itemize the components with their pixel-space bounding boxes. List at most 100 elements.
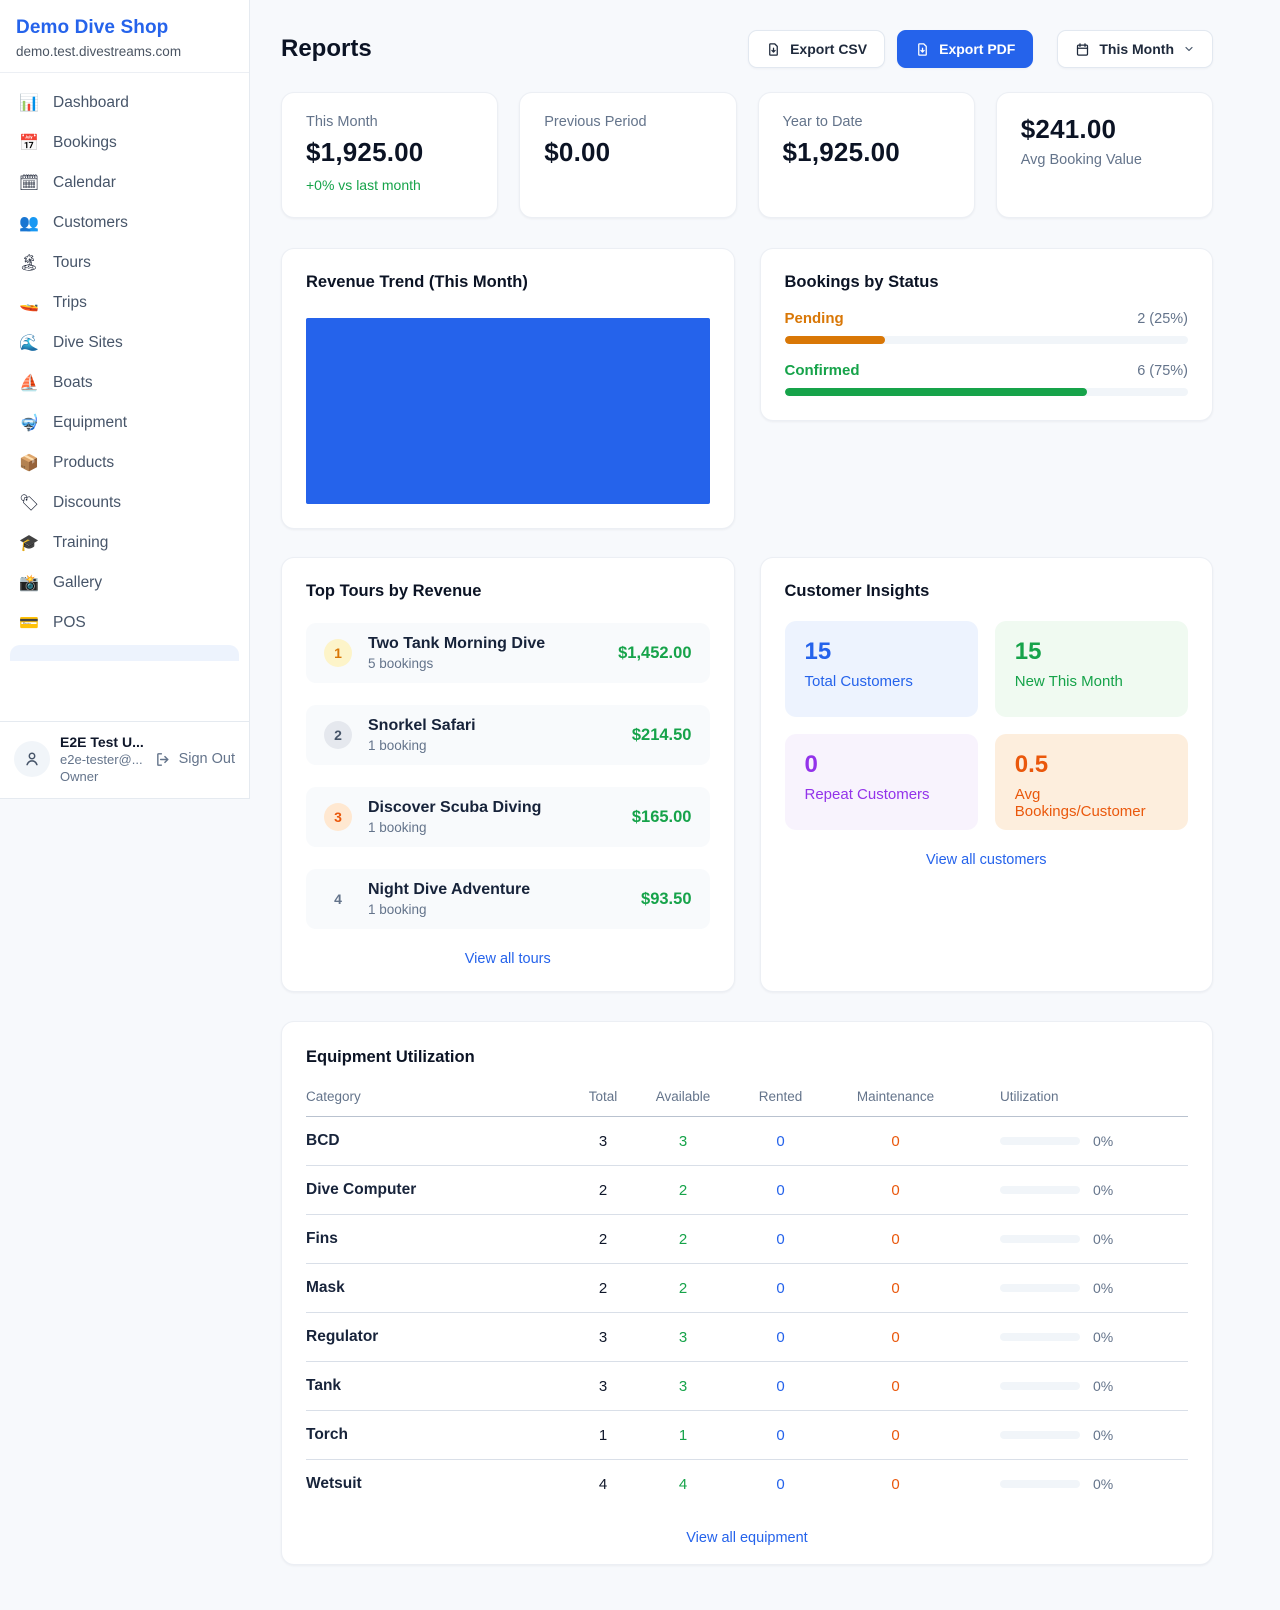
bookings-by-status-card: Bookings by Status Pending 2 (25%) Confi… (759, 248, 1213, 421)
table-row: Dive Computer 2 2 0 0 0% (306, 1166, 1188, 1215)
sidebar-item-calendar[interactable]: 🗓 Calendar (18, 174, 116, 192)
revenue-trend-bar (306, 318, 710, 504)
equipment-utilization-title: Equipment Utilization (306, 1048, 475, 1066)
chevron-down-icon (1185, 46, 1193, 52)
table-row: Wetsuit 4 4 0 0 0% (306, 1475, 1114, 1493)
sidebar-nav: 📊 Dashboard 📅 Bookings 🗓 Calendar 👥 Cust… (0, 73, 249, 721)
stat-change: +0% vs last month (306, 177, 421, 193)
tour-name: Discover Scuba Diving (368, 799, 542, 816)
export-pdf-button[interactable]: Export PDF (897, 30, 1034, 68)
tour-bookings: 1 booking (368, 902, 427, 917)
tile-repeat-customers: 0 Repeat Customers (784, 734, 978, 830)
main-content: Reports Export CSV Export PDF This Month… (281, 0, 1213, 1605)
sign-out-icon (156, 752, 169, 766)
table-row: Regulator 3 3 0 0 0% (306, 1313, 1188, 1362)
export-csv-button[interactable]: Export CSV (748, 30, 886, 68)
bookings-by-status-title: Bookings by Status (784, 273, 939, 291)
charts-row: Revenue Trend (This Month) Bookings by S… (281, 248, 1213, 529)
confirmed-progress-track (784, 388, 1188, 396)
sidebar-item-bookings[interactable]: 📅 Bookings (19, 134, 117, 152)
utilization-bar (1000, 1284, 1080, 1292)
status-row-confirmed: Confirmed 6 (75%) (784, 362, 1188, 396)
dashboard-icon: 📊 (19, 95, 39, 112)
camera-icon: 📸 (19, 575, 39, 592)
shop-domain: demo.test.divestreams.com (16, 44, 182, 59)
insight-tiles: 15 Total Customers 15 New This Month 0 R… (784, 621, 1188, 830)
dive-mask-icon: 🤿 (19, 415, 39, 432)
user-name: E2E Test U... (60, 734, 144, 750)
customer-insights-card: Customer Insights 15 Total Customers 15 … (759, 557, 1213, 992)
tile-avg-bookings: 0.5 Avg Bookings/Customer (994, 734, 1188, 830)
shop-header: Demo Dive Shop demo.test.divestreams.com (0, 0, 249, 73)
tour-row: 2 Snorkel Safari 1 booking $214.50 (306, 705, 710, 765)
customer-insights-title: Customer Insights (784, 582, 930, 600)
view-all-equipment-link[interactable]: View all equipment (686, 1530, 808, 1546)
table-row: Fins 2 2 0 0 0% (306, 1215, 1188, 1264)
stat-card-previous-period: Previous Period $0.00 (519, 92, 737, 218)
utilization-bar (1000, 1235, 1080, 1243)
stat-card-avg-booking: $241.00 Avg Booking Value (995, 92, 1213, 218)
revenue-trend-card: Revenue Trend (This Month) (281, 248, 735, 529)
sidebar-item-dive-sites[interactable]: 🌊 Dive Sites (19, 334, 123, 352)
tile-total-customers: 15 Total Customers (784, 621, 978, 717)
stats-row: This Month $1,925.00 +0% vs last month P… (281, 92, 1213, 218)
person-icon (26, 752, 38, 766)
user-email: e2e-tester@... (60, 752, 143, 767)
calendar-icon (1077, 42, 1089, 56)
sidebar-item-pos[interactable]: 💳 POS (19, 614, 86, 632)
revenue-trend-title: Revenue Trend (This Month) (306, 273, 528, 291)
view-all-customers-link[interactable]: View all customers (925, 852, 1047, 868)
sailboat-icon: ⛵ (19, 375, 39, 392)
package-icon: 📦 (19, 455, 39, 472)
table-row: BCD 3 3 0 0 0% (306, 1117, 1188, 1166)
file-download-icon (769, 42, 778, 56)
sidebar-item-gallery[interactable]: 📸 Gallery (19, 574, 103, 592)
trips-boat-icon: 🚤 (19, 295, 39, 312)
top-tours-title: Top Tours by Revenue (306, 582, 482, 600)
sidebar-item-dashboard[interactable]: 📊 Dashboard (19, 94, 129, 112)
sidebar: Demo Dive Shop demo.test.divestreams.com… (0, 0, 250, 799)
graduation-cap-icon: 🎓 (19, 535, 39, 552)
table-row: Mask 2 2 0 0 0% (306, 1264, 1188, 1313)
sidebar-item-training[interactable]: 🎓 Training (19, 534, 109, 552)
tour-row: 3 Discover Scuba Diving 1 booking $165.0… (306, 787, 710, 847)
sidebar-item-trips[interactable]: 🚤 Trips (19, 294, 87, 312)
rank-badge: 3 (324, 803, 352, 831)
equipment-table-header: Category Total Available Rented Maintena… (306, 1085, 1188, 1117)
utilization-bar (1000, 1480, 1080, 1488)
tour-revenue: $214.50 (631, 725, 692, 744)
bookings-calendar-icon: 📅 (19, 135, 39, 152)
sidebar-item-customers[interactable]: 👥 Customers (19, 214, 128, 232)
page-header: Reports Export CSV Export PDF This Month (281, 30, 1213, 68)
sidebar-item-boats[interactable]: ⛵ Boats (19, 374, 93, 392)
tour-row: 1 Two Tank Morning Dive 5 bookings $1,45… (306, 623, 710, 683)
page-title: Reports (281, 35, 372, 62)
confirmed-progress-fill (784, 388, 1088, 396)
rank-badge: 1 (324, 639, 352, 667)
wave-icon: 🌊 (19, 335, 39, 352)
sign-out-button[interactable]: Sign Out (155, 751, 235, 768)
sidebar-item-active-partial[interactable] (10, 645, 239, 661)
calendar-icon: 🗓 (18, 175, 40, 192)
stat-card-year-to-date: Year to Date $1,925.00 (757, 92, 975, 218)
utilization-bar (1000, 1186, 1080, 1194)
tours-island-icon: 🏝 (18, 255, 40, 272)
customers-icon: 👥 (19, 215, 39, 232)
rank-badge: 4 (334, 891, 342, 907)
tile-new-this-month: 15 New This Month (994, 621, 1188, 717)
sidebar-item-discounts[interactable]: 🏷 Discounts (18, 494, 122, 512)
utilization-bar (1000, 1382, 1080, 1390)
shop-name: Demo Dive Shop (16, 17, 169, 38)
utilization-bar (1000, 1333, 1080, 1341)
status-row-pending: Pending 2 (25%) (784, 310, 1188, 344)
tour-bookings: 1 booking (368, 738, 427, 753)
sidebar-item-equipment[interactable]: 🤿 Equipment (19, 414, 128, 432)
header-actions: Export CSV Export PDF This Month (748, 30, 1213, 68)
utilization-bar (1000, 1137, 1080, 1145)
sidebar-item-products[interactable]: 📦 Products (19, 454, 115, 472)
pending-progress-track (784, 336, 1188, 344)
view-all-tours-link[interactable]: View all tours (464, 951, 551, 967)
pending-progress-fill (784, 336, 886, 344)
sidebar-item-tours[interactable]: 🏝 Tours (18, 254, 91, 272)
period-dropdown[interactable]: This Month (1057, 30, 1213, 68)
